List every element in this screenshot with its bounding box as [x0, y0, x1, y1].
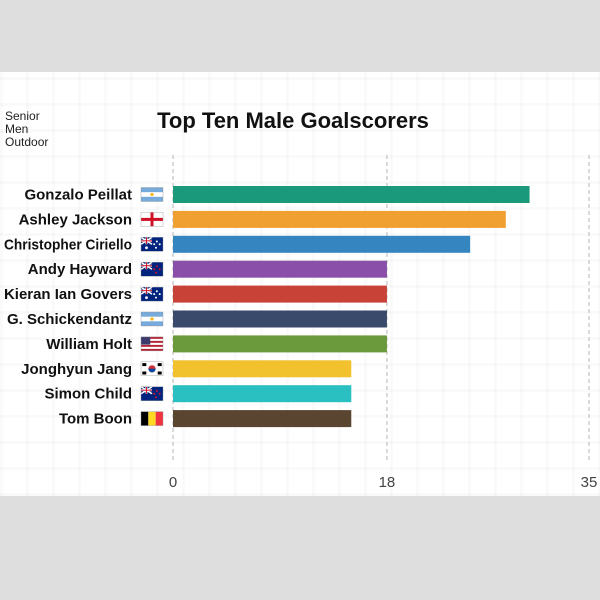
england-flag-icon [140, 212, 164, 227]
bar [173, 310, 387, 328]
subtitle-line-men: Men [5, 122, 29, 136]
player-name-label: William Holt [46, 336, 132, 353]
player-name-label: Ashley Jackson [19, 211, 132, 228]
bar [173, 235, 471, 253]
player-labels: Gonzalo Peillat Ashley Jackson Christopher… [4, 187, 132, 428]
usa-flag-icon [140, 336, 164, 352]
player-name-label: Andy Hayward [28, 261, 132, 278]
bar [173, 260, 387, 278]
player-name-label: Kieran Ian Govers [4, 286, 132, 303]
flags [140, 187, 164, 426]
argentina-flag-icon [140, 311, 164, 327]
player-name-label: Christopher Ciriello [4, 236, 132, 253]
subtitle-line-outdoor: Outdoor [5, 135, 49, 149]
bar [173, 360, 352, 378]
player-name-label: G. Schickendantz [7, 311, 132, 328]
x-axis-ticks: 0 18 35 [169, 474, 598, 491]
x-tick-label: 0 [169, 474, 177, 491]
x-tick-label: 35 [581, 474, 598, 491]
player-name-label: Gonzalo Peillat [24, 187, 132, 204]
bar [173, 285, 387, 303]
subtitle-line-senior: Senior [5, 109, 40, 123]
player-name-label: Jonghyun Jang [21, 361, 132, 378]
bar [173, 410, 352, 428]
bar [173, 186, 530, 203]
bar [173, 210, 506, 228]
bar [173, 335, 387, 353]
new-zealand-flag-icon [140, 261, 164, 277]
chart-subtitle: Senior Men Outdoor [5, 110, 48, 149]
chart-title: Top Ten Male Goalscorers [157, 108, 429, 133]
new-zealand-flag-icon [140, 386, 164, 401]
bar [173, 385, 352, 403]
australia-flag-icon [140, 286, 164, 302]
bars [173, 186, 530, 428]
x-tick-label: 18 [379, 474, 396, 491]
australia-flag-icon [140, 236, 164, 252]
south-korea-flag-icon [140, 361, 164, 376]
belgium-flag-icon [140, 411, 164, 426]
player-name-label: Simon Child [45, 386, 133, 403]
argentina-flag-icon [140, 187, 164, 202]
player-name-label: Tom Boon [59, 411, 132, 428]
chart-card [0, 72, 600, 496]
